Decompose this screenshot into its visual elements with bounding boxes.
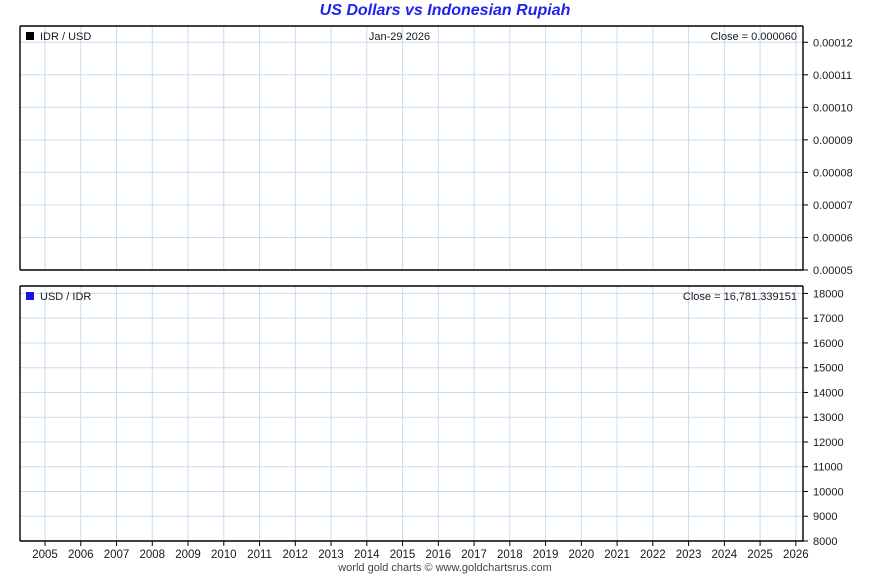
footer-credit: world gold charts © www.goldchartsrus.co…	[337, 562, 552, 574]
axis-ticks: 0.00005 0.00006 0.00007 0.00008 0.00009 0.000…	[32, 37, 853, 561]
x-axis-tick-label: 2013	[318, 549, 344, 561]
y-axis-tick-label: 18000	[813, 288, 844, 300]
x-axis-tick-label: 2005	[32, 549, 58, 561]
series-line-top	[20, 45, 791, 239]
y-axis-tick-label: 14000	[813, 387, 844, 399]
y-axis-tick-label: 0.00008	[813, 167, 853, 179]
y-axis-tick-label: 9000	[813, 511, 837, 523]
legend-label-top: IDR / USD	[40, 31, 91, 43]
y-axis-tick-label: 0.00007	[813, 200, 853, 212]
y-axis-tick-label: 0.00006	[813, 232, 853, 244]
x-axis-tick-label: 2011	[247, 549, 272, 561]
legend-marker-bottom	[26, 292, 34, 300]
y-axis-tick-label: 0.00012	[813, 37, 853, 49]
gridlines	[20, 26, 803, 541]
x-axis-tick-label: 2025	[747, 549, 773, 561]
x-axis-tick-label: 2021	[604, 549, 630, 561]
y-axis-tick-label: 10000	[813, 486, 844, 498]
x-axis-tick-label: 2006	[68, 549, 94, 561]
x-axis-tick-label: 2026	[783, 549, 809, 561]
legend-label-bottom: USD / IDR	[40, 291, 91, 303]
plot-frames	[19, 25, 804, 542]
x-axis-tick-label: 2010	[211, 549, 237, 561]
y-axis-tick-label: 0.00009	[813, 135, 853, 147]
x-axis-tick-label: 2012	[283, 549, 309, 561]
y-axis-tick-label: 0.00010	[813, 102, 853, 114]
date-label: Jan-29 2026	[369, 31, 430, 43]
y-axis-tick-label: 8000	[813, 536, 837, 548]
close-value-bottom: Close = 16,781.339151	[683, 291, 797, 303]
panel-labels: IDR / USD Close = 0.000060 USD / IDR Close …	[26, 31, 797, 574]
x-axis-tick-label: 2019	[533, 549, 559, 561]
x-axis-tick-label: 2024	[712, 549, 738, 561]
y-axis-tick-label: 17000	[813, 313, 844, 325]
legend-marker-top	[26, 32, 34, 40]
x-axis-tick-label: 2015	[390, 549, 416, 561]
page-title: US Dollars vs Indonesian Rupiah	[319, 2, 571, 19]
y-axis-tick-label: 0.00005	[813, 265, 853, 277]
x-axis-tick-label: 2023	[676, 549, 702, 561]
x-axis-tick-label: 2018	[497, 549, 523, 561]
y-axis-tick-label: 13000	[813, 412, 844, 424]
data-series	[20, 45, 791, 529]
y-axis-tick-label: 0.00011	[813, 70, 852, 82]
x-axis-tick-label: 2022	[640, 549, 666, 561]
x-axis-tick-label: 2009	[175, 549, 201, 561]
y-axis-tick-label: 15000	[813, 363, 844, 375]
x-axis-tick-label: 2016	[426, 549, 452, 561]
y-axis-tick-label: 11000	[813, 462, 843, 474]
x-axis-tick-label: 2020	[569, 549, 595, 561]
x-axis-tick-label: 2008	[139, 549, 165, 561]
x-axis-tick-label: 2007	[104, 549, 130, 561]
x-axis-tick-label: 2014	[354, 549, 380, 561]
x-axis-tick-label: 2017	[461, 549, 487, 561]
close-value-top: Close = 0.000060	[710, 31, 797, 43]
y-axis-tick-label: 16000	[813, 338, 844, 350]
y-axis-tick-label: 12000	[813, 437, 844, 449]
